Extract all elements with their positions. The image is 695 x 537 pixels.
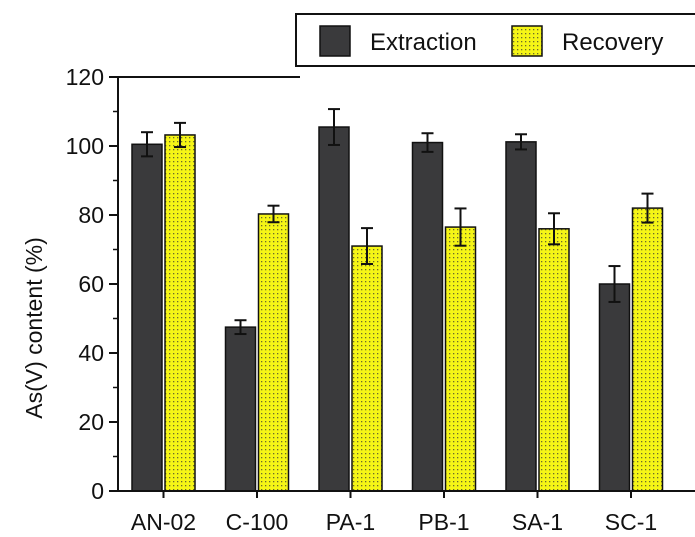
y-tick-label-120: 120 xyxy=(66,64,104,90)
legend-label-extraction: Extraction xyxy=(370,29,477,56)
y-tick-label-100: 100 xyxy=(66,133,104,159)
x-tick-label-an-02: AN-02 xyxy=(131,509,196,535)
bar-recovery-pa-1 xyxy=(351,245,383,492)
y-tick-label-0: 0 xyxy=(91,478,104,504)
bar-extraction-pb-1 xyxy=(411,141,444,492)
y-axis-label: As(V) content (%) xyxy=(21,237,47,419)
bar-extraction-c-100 xyxy=(224,326,257,492)
bar-extraction-an-02 xyxy=(131,143,163,492)
y-tick-label-20: 20 xyxy=(78,409,104,435)
bar-recovery-an-02 xyxy=(164,134,196,492)
bar-extraction-sc-1 xyxy=(598,283,631,492)
y-tick-label-80: 80 xyxy=(78,202,104,228)
legend-box xyxy=(295,13,695,67)
x-tick-label-pb-1: PB-1 xyxy=(418,509,469,535)
legend-swatch-recovery xyxy=(511,25,543,57)
bar-recovery-sc-1 xyxy=(631,207,664,492)
legend-swatch-extraction xyxy=(319,25,351,57)
x-tick-label-c-100: C-100 xyxy=(226,509,289,535)
legend-label-recovery: Recovery xyxy=(562,29,663,56)
bar-recovery-sa-1 xyxy=(538,228,570,492)
x-tick-label-sa-1: SA-1 xyxy=(512,509,563,535)
bar-extraction-sa-1 xyxy=(505,141,537,492)
bar-recovery-pb-1 xyxy=(444,226,477,492)
bar-extraction-pa-1 xyxy=(318,126,350,492)
plot-area: AN-02 C-100 PA-1 PB-1 SA-1 SC-1 0 20 40 60 80 100 12… xyxy=(66,64,695,535)
x-tick-label-sc-1: SC-1 xyxy=(605,509,657,535)
y-tick-label-60: 60 xyxy=(78,271,104,297)
y-tick-label-40: 40 xyxy=(78,340,104,366)
x-tick-label-pa-1: PA-1 xyxy=(326,509,375,535)
bar-recovery-c-100 xyxy=(257,213,290,492)
legend: Extraction Recovery xyxy=(295,13,695,67)
